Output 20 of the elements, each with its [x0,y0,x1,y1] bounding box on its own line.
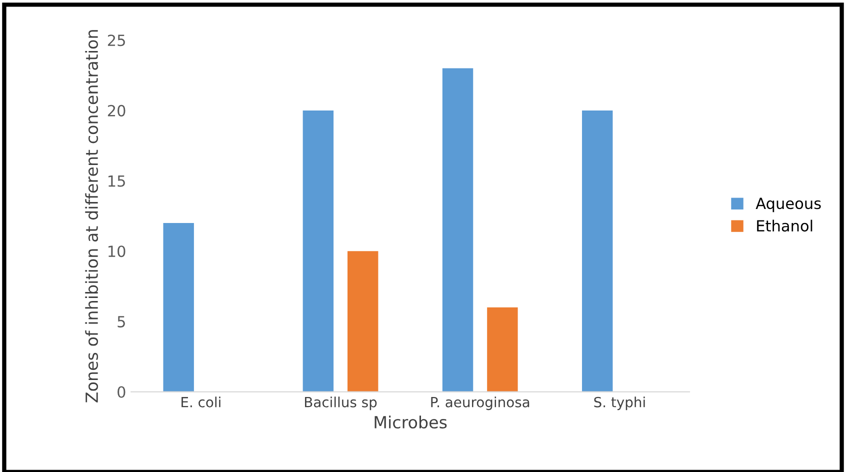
bar [442,68,474,392]
x-axis-title: Microbes [374,416,447,429]
y-tick-label: 5 [118,316,125,328]
y-tick-label: 0 [118,386,126,398]
legend-label: Aqueous [756,198,821,212]
y-tick-label: 20 [108,104,126,116]
y-tick-label: 25 [108,34,125,46]
y-axis-title: Zones of inhibition at different concentration [85,30,98,402]
x-tick-label: P. aeuroginosa [431,396,530,410]
x-tick-label: S. typhi [594,396,645,410]
x-tick-label: Bacillus sp [305,396,377,410]
bar [582,110,613,392]
bar [347,251,378,392]
bar [487,307,518,392]
bar [163,222,194,392]
y-tick-label: 15 [108,175,125,187]
y-tick-label: 10 [108,246,126,258]
legend-label: Ethanol [757,220,812,232]
bar [302,110,334,392]
x-tick-label: E. coli [182,396,220,408]
